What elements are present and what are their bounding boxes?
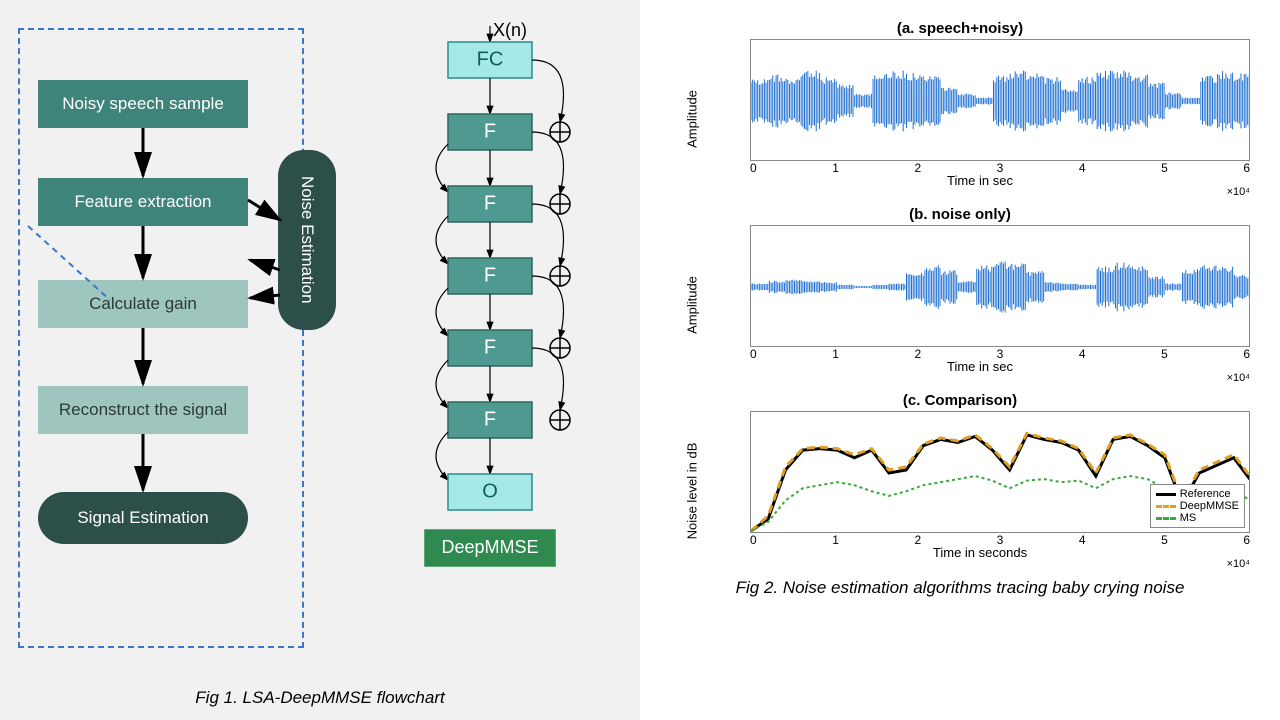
chart-title: (c. Comparison) — [660, 392, 1260, 409]
plot-area: -101 — [750, 39, 1250, 161]
svg-text:F: F — [484, 264, 496, 286]
network-svg: FC F F F F F O DeepMMSE — [400, 20, 620, 660]
svg-text:F: F — [484, 120, 496, 142]
ylabel: Amplitude — [685, 90, 700, 148]
svg-text:F: F — [484, 192, 496, 214]
svg-text:O: O — [482, 480, 498, 502]
svg-text:F: F — [484, 336, 496, 358]
ylabel: Noise level in dB — [685, 442, 700, 539]
fig1-caption: Fig 1. LSA-DeepMMSE flowchart — [0, 688, 640, 708]
network-column: X(n) FCFFFFFODeepMMSE — [400, 20, 620, 660]
chart-title: (a. speech+noisy) — [660, 20, 1260, 37]
chart-c: (c. Comparison) Noise level in dB -500Refe… — [660, 392, 1260, 570]
chart-a: (a. speech+noisy)Amplitude-1010123456Tim… — [660, 20, 1260, 198]
svg-text:FC: FC — [477, 48, 504, 70]
chart-title: (b. noise only) — [660, 206, 1260, 223]
plot-area: -500ReferenceDeepMMSEMS — [750, 411, 1250, 533]
svg-text:F: F — [484, 408, 496, 430]
fig1-panel: Noisy speech sample Feature extraction C… — [0, 0, 640, 720]
legend: ReferenceDeepMMSEMS — [1150, 484, 1245, 528]
fig2-panel: (a. speech+noisy)Amplitude-1010123456Tim… — [640, 0, 1280, 720]
chart-b: (b. noise only)Amplitude-1010123456Time … — [660, 206, 1260, 384]
fig2-caption: Fig 2. Noise estimation algorithms traci… — [650, 578, 1270, 598]
ylabel: Amplitude — [685, 276, 700, 334]
plot-area: -101 — [750, 225, 1250, 347]
svg-text:DeepMMSE: DeepMMSE — [441, 537, 538, 557]
